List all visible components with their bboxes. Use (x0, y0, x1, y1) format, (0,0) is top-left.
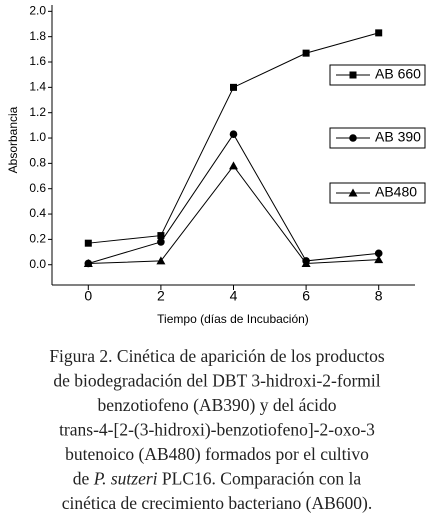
legend-marker (348, 188, 358, 197)
y-tick-label: 0.6 (29, 181, 46, 195)
marker (229, 130, 238, 139)
caption-text: trans-4-[2-(3-hidroxi)-benzotiofeno]-2-o… (59, 420, 375, 440)
y-tick-label: 0.4 (29, 206, 46, 220)
caption-line: Figura 2. Cinética de aparición de los p… (49, 346, 385, 366)
y-tick-label: 0.8 (29, 156, 46, 170)
caption-text: de (73, 469, 94, 489)
x-tick-label: 2 (157, 288, 165, 304)
marker (301, 258, 311, 267)
marker (84, 239, 92, 247)
y-axis-label: Absorbancia (6, 106, 20, 173)
y-tick-label: 1.0 (29, 130, 46, 144)
caption-line: trans-4-[2-(3-hidroxi)-benzotiofeno]-2-o… (59, 420, 375, 440)
y-tick-label: 2.0 (29, 4, 46, 18)
caption-text: benzotiofeno (AB390) y del ácido (97, 395, 336, 415)
y-tick-label: 1.4 (29, 80, 46, 94)
legend-marker (349, 134, 357, 142)
y-tick-label: 0.0 (29, 257, 46, 271)
caption-line: de biodegradación del DBT 3-hidroxi-2-fo… (53, 371, 380, 391)
caption-text: P. sutzeri (93, 469, 158, 489)
marker (374, 249, 383, 258)
caption-text: cinética de crecimiento bacteriano (AB60… (62, 493, 372, 513)
caption-text: butenoico (AB480) formados por el cultiv… (65, 444, 369, 464)
x-tick-label: 6 (302, 288, 310, 304)
caption-line: benzotiofeno (AB390) y del ácido (97, 395, 336, 415)
caption-line: butenoico (AB480) formados por el cultiv… (65, 444, 369, 464)
y-tick-label: 0.2 (29, 232, 46, 246)
marker (375, 29, 383, 37)
x-axis-label: Tiempo (días de Incubación) (157, 312, 309, 326)
series-line (88, 165, 379, 264)
x-tick-label: 4 (230, 288, 238, 304)
legend-box (329, 64, 426, 86)
marker (156, 256, 166, 265)
y-tick-label: 1.8 (29, 29, 46, 43)
marker (83, 258, 93, 267)
y-tick-label: 1.6 (29, 54, 46, 68)
legend-label: AB480 (375, 184, 417, 200)
marker (302, 49, 310, 57)
caption-text: PLC16. Comparación con la (158, 469, 362, 489)
marker (157, 238, 165, 246)
legend-box (329, 127, 426, 149)
marker (157, 232, 165, 240)
marker (374, 255, 384, 264)
caption-line: de P. sutzeri PLC16. Comparación con la (73, 469, 362, 489)
y-tick-label: 1.2 (29, 105, 46, 119)
marker (230, 83, 237, 91)
legend-label: AB 390 (375, 129, 421, 145)
legend-marker (349, 71, 357, 79)
caption-text: Figura 2. Cinética de aparición de los p… (49, 346, 385, 366)
caption-text: de biodegradación del DBT 3-hidroxi-2-fo… (53, 371, 380, 391)
x-tick-label: 0 (84, 288, 92, 304)
caption-line: cinética de crecimiento bacteriano (AB60… (62, 493, 372, 513)
x-tick-label: 8 (375, 288, 383, 304)
legend-box (329, 182, 426, 204)
legend-label: AB 660 (375, 66, 421, 82)
marker (229, 161, 238, 170)
